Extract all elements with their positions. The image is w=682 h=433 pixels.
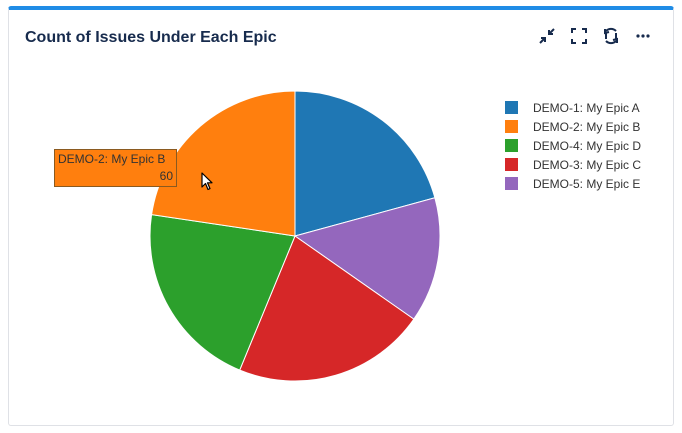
fullscreen-button[interactable] [569,26,589,46]
chart-tooltip: DEMO-2: My Epic B 60 [54,149,177,187]
more-icon [636,34,650,38]
fullscreen-icon [571,28,587,44]
legend-swatch [505,158,518,171]
legend-item[interactable]: DEMO-4: My Epic D [505,136,641,155]
mouse-cursor-icon [201,172,213,191]
legend-label: DEMO-3: My Epic C [533,157,642,172]
refresh-button[interactable] [601,26,621,46]
legend-swatch [505,177,518,190]
chart-legend: DEMO-1: My Epic A DEMO-2: My Epic B DEMO-4… [505,98,641,193]
legend-swatch [505,101,518,114]
legend-label: DEMO-5: My Epic E [533,176,641,191]
chart-widget: Count of Issues Under Each Epic [8,6,674,426]
legend-item[interactable]: DEMO-1: My Epic A [505,98,641,117]
legend-swatch [505,139,518,152]
legend-item[interactable]: DEMO-3: My Epic C [505,155,641,174]
widget-title: Count of Issues Under Each Epic [25,29,277,46]
legend-label: DEMO-2: My Epic B [533,119,641,134]
widget-toolbar [537,26,653,46]
legend-item[interactable]: DEMO-5: My Epic E [505,174,641,193]
tooltip-label: DEMO-2: My Epic B [58,152,166,166]
legend-item[interactable]: DEMO-2: My Epic B [505,117,641,136]
legend-label: DEMO-1: My Epic A [533,100,640,115]
refresh-icon [604,27,618,45]
collapse-icon [539,28,555,44]
tooltip-value: 60 [159,169,173,183]
legend-label: DEMO-4: My Epic D [533,138,642,153]
legend-swatch [505,120,518,133]
more-button[interactable] [633,26,653,46]
collapse-button[interactable] [537,26,557,46]
